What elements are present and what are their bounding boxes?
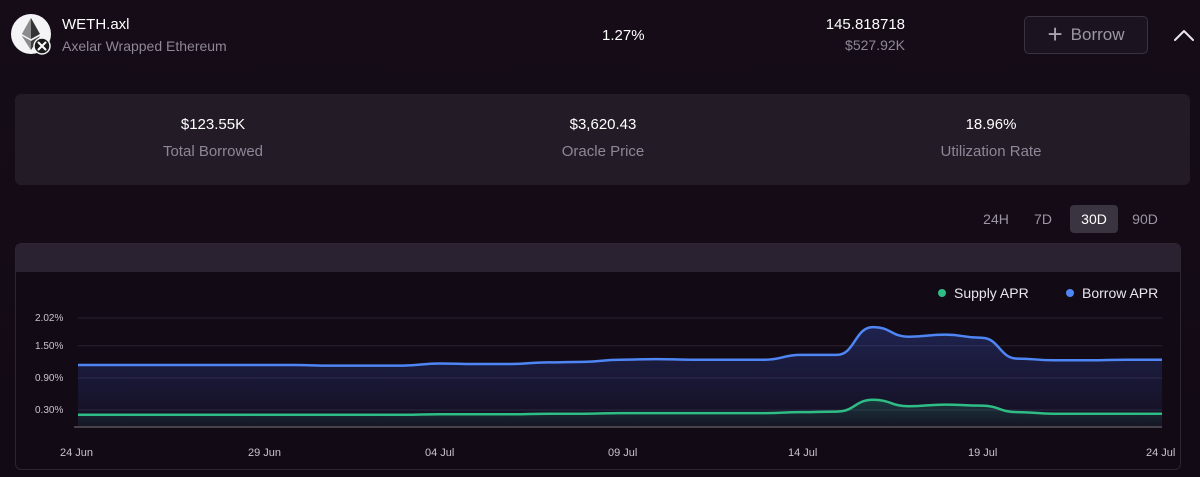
x-tick-label: 09 Jul [608,447,637,459]
time-range-tabs: 24H 7D 30D 90D [976,205,1165,233]
series-line-borrow-apr [78,325,1162,367]
y-tick-label: 0.30% [35,405,63,416]
x-tick-label: 24 Jun [60,447,93,459]
legend-borrow-apr[interactable]: Borrow APR [1066,285,1158,301]
asset-row[interactable]: WETH.axl Axelar Wrapped Ethereum 1.27% 1… [0,0,1200,72]
axelar-badge-icon [33,37,51,55]
tab-30d[interactable]: 30D [1070,205,1118,233]
borrow-button-label: Borrow [1070,25,1125,44]
stat-total-borrowed: $123.55K Total Borrowed [63,116,363,160]
tab-7d[interactable]: 7D [1034,211,1052,227]
x-tick-label: 29 Jun [248,447,281,459]
series-area-borrow [78,327,1162,426]
chevron-up-icon[interactable] [1172,24,1196,46]
asset-symbol: WETH.axl [62,16,130,33]
stat-value: 18.96% [965,116,1017,133]
y-tick-label: 2.02% [35,313,63,324]
stat-value: $3,620.43 [569,116,637,133]
series-line-supply-apr [78,398,1162,417]
plus-icon: + [1047,19,1063,49]
x-tick-label: 19 Jul [968,447,997,459]
borrow-button[interactable]: + Borrow [1024,16,1148,54]
supply-dot-icon [938,289,946,297]
apr-chart-card: 0.30% 0.90% 1.50% 2.02% 24 Jun 29 Jun 04 Jul 09… [15,243,1181,470]
legend-label: Borrow APR [1082,285,1159,301]
series-area-supply [78,399,1162,426]
legend-supply-apr[interactable]: Supply APR [938,285,1029,301]
x-tick-label: 04 Jul [425,447,454,459]
stat-label: Total Borrowed [162,143,264,160]
tab-90d[interactable]: 90D [1132,211,1158,227]
liquidity-usd: $527.92K [845,37,905,53]
stat-label: Utilization Rate [940,143,1042,160]
legend-label: Supply APR [954,285,1029,301]
x-tick-label: 24 Jul [1146,447,1175,459]
y-tick-label: 0.90% [35,373,63,384]
x-tick-label: 14 Jul [788,447,817,459]
apr-line-chart[interactable]: 0.30% 0.90% 1.50% 2.02% 24 Jun 29 Jun 04 Jul 09… [16,244,1181,470]
ethereum-logo-icon [11,14,51,55]
stats-panel: $123.55K Total Borrowed $3,620.43 Oracle… [15,94,1190,185]
tab-24h[interactable]: 24H [983,211,1009,227]
chart-header-bar [16,244,1180,272]
apr-value: 1.27% [602,27,645,44]
stat-utilization-rate: 18.96% Utilization Rate [841,116,1141,160]
stat-oracle-price: $3,620.43 Oracle Price [453,116,753,160]
borrow-dot-icon [1066,289,1074,297]
y-tick-label: 1.50% [35,341,63,352]
stat-value: $123.55K [180,116,246,133]
liquidity-amount: 145.818718 [825,16,905,33]
asset-name: Axelar Wrapped Ethereum [62,38,227,54]
stat-label: Oracle Price [561,143,645,160]
